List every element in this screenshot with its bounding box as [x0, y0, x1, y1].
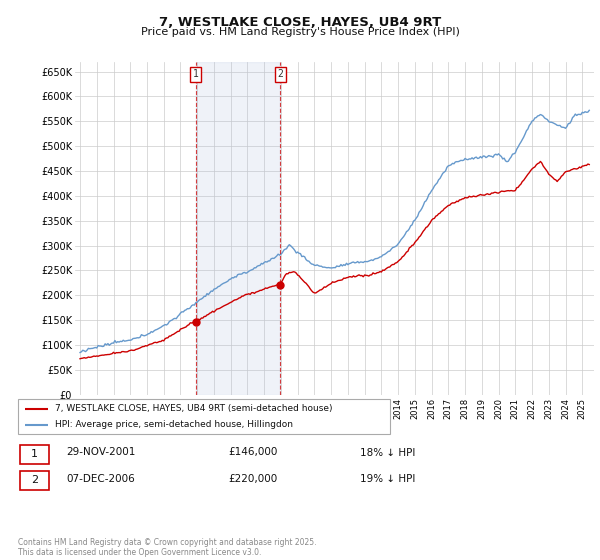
- Text: HPI: Average price, semi-detached house, Hillingdon: HPI: Average price, semi-detached house,…: [55, 420, 293, 429]
- Text: Contains HM Land Registry data © Crown copyright and database right 2025.
This d: Contains HM Land Registry data © Crown c…: [18, 538, 317, 557]
- Text: 2: 2: [31, 475, 38, 486]
- Text: 1: 1: [31, 449, 38, 459]
- Text: 07-DEC-2006: 07-DEC-2006: [66, 474, 135, 484]
- Text: 19% ↓ HPI: 19% ↓ HPI: [360, 474, 415, 484]
- Text: Price paid vs. HM Land Registry's House Price Index (HPI): Price paid vs. HM Land Registry's House …: [140, 27, 460, 37]
- Text: 7, WESTLAKE CLOSE, HAYES, UB4 9RT (semi-detached house): 7, WESTLAKE CLOSE, HAYES, UB4 9RT (semi-…: [55, 404, 332, 413]
- Text: 1: 1: [193, 69, 199, 80]
- Text: 18% ↓ HPI: 18% ↓ HPI: [360, 447, 415, 458]
- Bar: [196, 62, 280, 395]
- Text: 2: 2: [277, 69, 283, 80]
- Text: 7, WESTLAKE CLOSE, HAYES, UB4 9RT: 7, WESTLAKE CLOSE, HAYES, UB4 9RT: [159, 16, 441, 29]
- Text: £220,000: £220,000: [228, 474, 277, 484]
- Text: 29-NOV-2001: 29-NOV-2001: [66, 447, 136, 458]
- Text: £146,000: £146,000: [228, 447, 277, 458]
